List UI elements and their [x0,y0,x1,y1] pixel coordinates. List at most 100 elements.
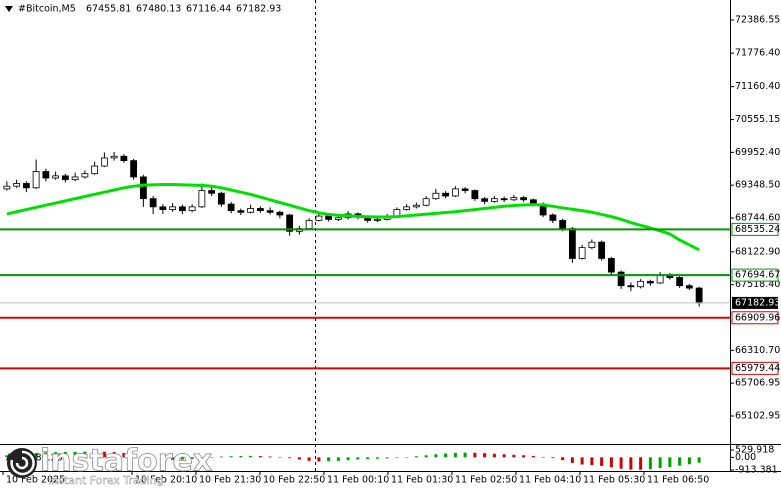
ao-bar [375,457,379,459]
header-low: 67116.44 [186,4,231,15]
candle-body [442,192,450,197]
candle-body [685,285,693,289]
ao-bar [180,457,184,460]
candle-body [676,277,684,287]
x-tick-label: 11 Feb 00:10 [327,475,389,486]
ao-bar [122,452,126,458]
candle-body [276,211,284,216]
ao-bar [395,457,399,458]
ao-bar [44,452,48,458]
candle-body [91,165,99,175]
ao-bar [502,454,506,458]
ao-tick-label: 0.00 [735,452,756,463]
level-label: 66909.96 [735,312,780,323]
ao-bar [327,457,331,462]
candle-body [61,175,69,181]
y-tick-label: 69952.40 [735,147,780,158]
candle-body [22,183,30,189]
ao-bar [424,455,428,458]
candle-body [588,241,596,249]
menu-arrow [5,6,13,12]
candle-body [500,198,508,201]
candle-body [169,206,177,210]
logo-brand: instaforex [40,444,212,479]
candle-body [432,192,440,200]
candle-body [461,188,469,191]
candle-body [32,171,40,189]
candle-body [607,258,615,273]
ao-bar [5,455,9,458]
candle-body [315,215,323,221]
candle-body [188,206,196,212]
ao-bar [570,457,574,463]
level-label-box [731,311,779,325]
candle-body [373,218,381,221]
logo-swirl [10,450,35,476]
ao-bar [288,457,292,459]
candle-body [227,203,235,212]
ao-bar [141,456,145,458]
ao-bar [648,457,652,470]
logo-tagline: Instant Forex Trading [48,474,164,487]
candle-body [110,155,118,159]
candle-body [305,220,313,229]
ao-bar [132,454,136,458]
candle-body [71,176,79,181]
ao-bar [414,456,418,458]
ao-bar [317,457,321,462]
y-tick-label: 70555.15 [735,114,780,125]
candle-body [481,198,489,202]
candle-body [286,214,294,232]
ao-bar [83,451,87,458]
candle-body [471,190,479,200]
ao-bar [229,456,233,458]
ao-bar [590,457,594,466]
candle-body [42,171,50,179]
ao-bar [151,457,155,459]
ao-bar [171,457,175,460]
ao-bar [356,457,360,460]
candle-body [178,206,186,212]
level-label-box [731,361,779,375]
ao-bar [249,455,253,458]
ao-bar [531,455,535,458]
y-tick-label: 65706.95 [735,378,780,389]
y-tick-label: 68744.60 [735,213,780,224]
ao-bar [161,457,165,460]
ao-bar [190,457,194,460]
candle-body [412,204,420,208]
ao-tick-label: 529.918 [735,445,774,456]
candle-body [422,198,430,206]
candle-body [627,285,635,288]
ao-bar [473,452,477,458]
ao-bar [336,457,340,461]
candle-body [100,157,108,167]
x-tick-label: 10 Feb 22:50 [263,475,325,486]
ao-value: -389.239 [26,453,69,464]
candle-body [646,280,654,284]
candle-body [13,183,21,187]
ao-bar [63,451,67,458]
candle-body [637,280,645,288]
ao-bar [73,451,77,458]
y-tick-label: 71776.40 [735,48,780,59]
x-tick-label: 11 Feb 04:10 [519,475,581,486]
ao-bar [278,457,282,458]
candle-body [568,228,576,259]
level-label: 68535.24 [735,224,780,235]
ao-bar [444,453,448,458]
symbol: #Bitcoin,M5 [18,4,76,15]
ao-bar [239,455,243,458]
ao-bar [112,452,116,458]
candle-body [617,271,625,287]
candle-body [217,192,225,205]
candle-body [120,155,128,162]
ao-bar [687,457,691,465]
header-high: 67480.13 [136,4,181,15]
ao-bar [210,457,214,458]
candle-body [130,160,138,178]
ao-bar [512,454,516,458]
ao-bar [307,457,311,461]
ao-bar [600,457,604,466]
ao-bar [658,457,662,469]
